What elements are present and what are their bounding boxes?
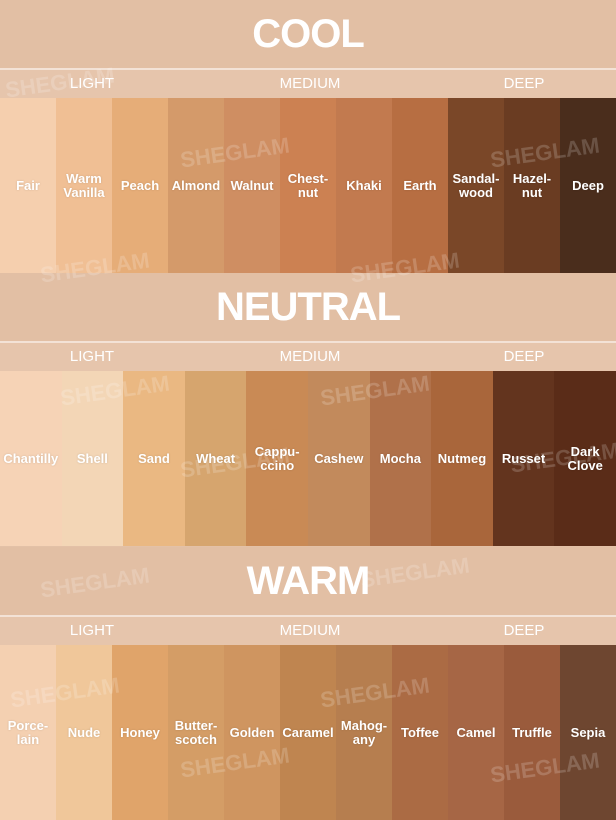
shade-swatch: Cashew [307,371,370,546]
swatch-row: Porce- lain Nude Honey Butter- scotch Golden… [0,645,616,820]
shade-swatch: Sepia [560,645,616,820]
shade-swatch: Nutmeg [431,371,493,546]
shade-swatch: Truffle [504,645,560,820]
shade-swatch: Chantilly [0,371,62,546]
section-neutral: NEUTRAL LIGHT MEDIUM DEEP Chantilly Shell… [0,273,616,546]
depth-labels: LIGHT MEDIUM DEEP [0,70,616,98]
section-warm: WARM LIGHT MEDIUM DEEP Porce- lain Nude Ho… [0,547,616,820]
shade-swatch: Russet [492,371,555,546]
shade-swatch: Earth [392,98,448,273]
shade-swatch: Chest- nut [280,98,336,273]
shade-swatch: Honey [112,645,168,820]
label-medium: MEDIUM [279,622,341,639]
shade-swatch: Mahog- any [336,645,392,820]
label-deep: DEEP [503,75,545,92]
label-light: LIGHT [69,622,115,639]
depth-labels: LIGHT MEDIUM DEEP [0,343,616,371]
shade-swatch: Golden [224,645,280,820]
label-light: LIGHT [69,348,115,365]
shade-swatch: Butter- scotch [168,645,224,820]
depth-labels: LIGHT MEDIUM DEEP [0,617,616,645]
section-title: COOL [0,0,616,68]
swatch-row: Fair Warm Vanilla Peach Almond Walnut Chest- … [0,98,616,273]
label-deep: DEEP [503,348,545,365]
shade-swatch: Cappu- ccino [246,371,308,546]
shade-swatch: Khaki [336,98,392,273]
shade-swatch: Caramel [280,645,336,820]
label-deep: DEEP [503,622,545,639]
shade-swatch: Camel [448,645,504,820]
shade-swatch: Mocha [369,371,432,546]
shade-swatch: Almond [168,98,224,273]
section-title: NEUTRAL [0,273,616,341]
shade-swatch: Wheat [184,371,247,546]
shade-swatch: Fair [0,98,56,273]
shade-swatch: Sandal- wood [448,98,504,273]
label-light: LIGHT [69,75,115,92]
divider [0,341,616,343]
shade-swatch: Dark Clove [554,371,616,546]
section-title: WARM [0,547,616,615]
divider [0,68,616,70]
swatch-row: Chantilly Shell Sand Wheat Cappu- ccino Cashe… [0,371,616,546]
shade-swatch: Porce- lain [0,645,56,820]
shade-swatch: Hazel- nut [504,98,560,273]
section-cool: COOL LIGHT MEDIUM DEEP Fair Warm Vanilla P… [0,0,616,273]
shade-swatch: Peach [112,98,168,273]
shade-swatch: Toffee [392,645,448,820]
shade-swatch: Warm Vanilla [56,98,112,273]
shade-swatch: Sand [123,371,185,546]
label-medium: MEDIUM [279,75,341,92]
shade-swatch: Deep [560,98,616,273]
divider [0,615,616,617]
shade-swatch: Nude [56,645,112,820]
shade-swatch: Walnut [224,98,280,273]
label-medium: MEDIUM [279,348,341,365]
shade-swatch: Shell [61,371,124,546]
